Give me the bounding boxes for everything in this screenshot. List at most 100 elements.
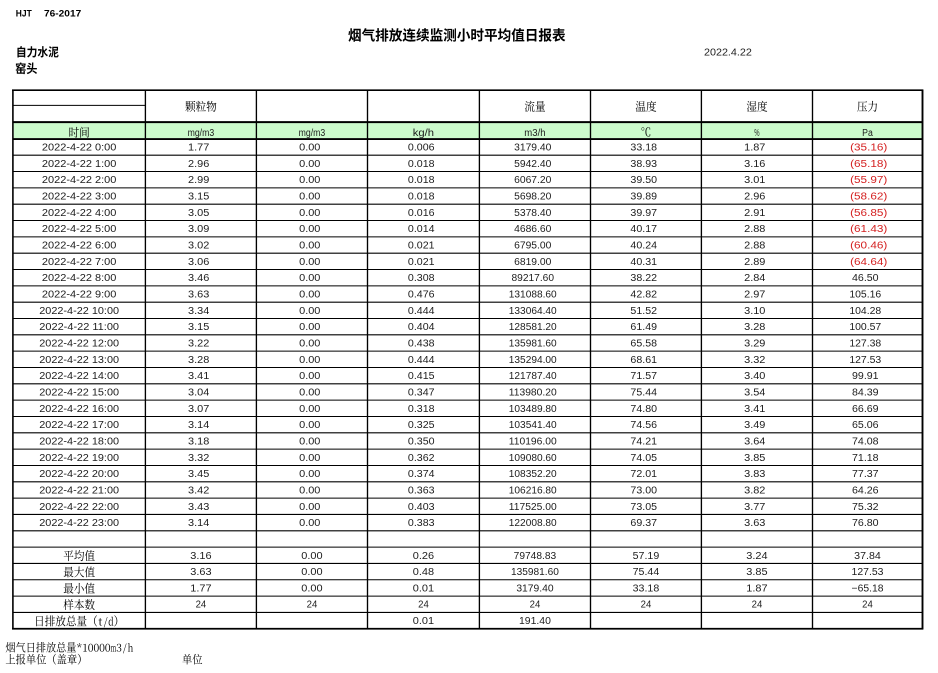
svg-text:2022-4-22 0:00: 2022-4-22 0:00: [42, 143, 117, 154]
svg-text:39.50: 39.50: [630, 175, 657, 186]
svg-text:0.308: 0.308: [408, 273, 435, 284]
svg-text:105.16: 105.16: [849, 289, 881, 300]
svg-text:75.44: 75.44: [633, 567, 660, 578]
svg-text:0.00: 0.00: [299, 436, 321, 447]
svg-text:0.018: 0.018: [408, 191, 435, 202]
svg-text:0.48: 0.48: [413, 567, 435, 578]
svg-text:3.82: 3.82: [744, 485, 766, 496]
svg-text:33.18: 33.18: [630, 143, 657, 154]
svg-text:3.32: 3.32: [744, 355, 766, 366]
svg-text:(61.43): (61.43): [850, 224, 887, 235]
svg-text:2022-4-22 1:00: 2022-4-22 1:00: [42, 159, 117, 170]
svg-text:3.49: 3.49: [744, 420, 766, 431]
svg-text:3.54: 3.54: [744, 387, 766, 398]
svg-text:46.50: 46.50: [852, 273, 879, 284]
svg-text:(56.85): (56.85): [850, 208, 887, 219]
svg-text:109080.60: 109080.60: [509, 453, 557, 464]
svg-text:0.00: 0.00: [301, 583, 323, 594]
svg-text:103541.40: 103541.40: [509, 420, 557, 431]
svg-text:3.01: 3.01: [744, 175, 766, 186]
svg-text:2.91: 2.91: [744, 208, 766, 219]
svg-text:42.82: 42.82: [630, 289, 657, 300]
svg-text:69.37: 69.37: [630, 518, 657, 529]
svg-text:3.41: 3.41: [744, 404, 766, 415]
svg-text:0.350: 0.350: [408, 436, 435, 447]
svg-text:38.22: 38.22: [630, 273, 657, 284]
svg-text:2022-4-22 17:00: 2022-4-22 17:00: [39, 420, 119, 431]
svg-text:24: 24: [641, 600, 652, 611]
svg-text:m3/h: m3/h: [524, 128, 545, 139]
svg-text:0.00: 0.00: [299, 518, 321, 529]
svg-text:2022-4-22 7:00: 2022-4-22 7:00: [42, 257, 117, 268]
svg-text:%: %: [754, 128, 759, 139]
svg-text:0.404: 0.404: [408, 322, 435, 333]
svg-text:135294.00: 135294.00: [509, 355, 557, 366]
svg-text:0.318: 0.318: [408, 404, 435, 415]
svg-text:0.362: 0.362: [408, 453, 435, 464]
svg-text:3.77: 3.77: [744, 502, 766, 513]
svg-text:2022-4-22 14:00: 2022-4-22 14:00: [39, 371, 119, 382]
svg-text:0.00: 0.00: [299, 371, 321, 382]
svg-text:5942.40: 5942.40: [514, 159, 552, 170]
svg-text:0.018: 0.018: [408, 175, 435, 186]
svg-text:2022-4-22 9:00: 2022-4-22 9:00: [42, 289, 117, 300]
svg-text:3.63: 3.63: [744, 518, 766, 529]
svg-text:74.08: 74.08: [852, 436, 879, 447]
svg-text:57.19: 57.19: [633, 551, 660, 562]
svg-text:74.05: 74.05: [630, 453, 657, 464]
svg-text:3.85: 3.85: [744, 453, 766, 464]
svg-text:0.383: 0.383: [408, 518, 435, 529]
svg-text:3.40: 3.40: [744, 371, 766, 382]
svg-text:65.06: 65.06: [852, 420, 879, 431]
svg-text:79748.83: 79748.83: [514, 551, 557, 562]
svg-text:37.84: 37.84: [854, 551, 881, 562]
svg-text:3.24: 3.24: [746, 551, 768, 562]
svg-text:6819.00: 6819.00: [514, 257, 552, 268]
svg-text:110196.00: 110196.00: [509, 436, 557, 447]
svg-text:3.16: 3.16: [744, 159, 766, 170]
svg-text:3.02: 3.02: [188, 240, 210, 251]
svg-text:0.363: 0.363: [408, 485, 435, 496]
svg-text:0.021: 0.021: [408, 257, 435, 268]
svg-text:103489.80: 103489.80: [509, 404, 557, 415]
svg-text:0.018: 0.018: [408, 159, 435, 170]
svg-text:77.37: 77.37: [852, 469, 879, 480]
svg-text:0.021: 0.021: [408, 240, 435, 251]
svg-text:39.89: 39.89: [630, 191, 657, 202]
svg-text:127.53: 127.53: [849, 355, 881, 366]
svg-text:2022-4-22 4:00: 2022-4-22 4:00: [42, 208, 117, 219]
svg-text:99.91: 99.91: [852, 371, 879, 382]
svg-text:3.46: 3.46: [188, 273, 210, 284]
svg-text:61.49: 61.49: [630, 322, 657, 333]
svg-text:0.00: 0.00: [299, 273, 321, 284]
svg-text:3.41: 3.41: [188, 371, 210, 382]
svg-text:76-2017: 76-2017: [44, 9, 81, 19]
svg-text:133064.40: 133064.40: [509, 306, 557, 317]
svg-text:0.415: 0.415: [408, 371, 435, 382]
svg-text:1.87: 1.87: [744, 143, 766, 154]
svg-text:1.77: 1.77: [190, 583, 212, 594]
svg-text:128581.20: 128581.20: [509, 322, 557, 333]
svg-text:51.52: 51.52: [630, 306, 657, 317]
svg-text:71.18: 71.18: [852, 453, 879, 464]
svg-text:40.17: 40.17: [630, 224, 657, 235]
svg-text:2022-4-22 23:00: 2022-4-22 23:00: [39, 518, 119, 529]
svg-text:5698.20: 5698.20: [514, 191, 552, 202]
svg-text:24: 24: [418, 600, 429, 611]
svg-text:0.00: 0.00: [299, 469, 321, 480]
svg-text:3.28: 3.28: [188, 355, 210, 366]
svg-text:75.32: 75.32: [852, 502, 879, 513]
svg-text:0.00: 0.00: [299, 175, 321, 186]
svg-text:24: 24: [862, 600, 873, 611]
svg-text:2022-4-22 10:00: 2022-4-22 10:00: [39, 306, 119, 317]
svg-text:2022-4-22 16:00: 2022-4-22 16:00: [39, 404, 119, 415]
svg-text:74.80: 74.80: [630, 404, 657, 415]
svg-text:0.00: 0.00: [301, 567, 323, 578]
svg-text:0.00: 0.00: [299, 453, 321, 464]
svg-text:108352.20: 108352.20: [509, 469, 557, 480]
svg-text:121787.40: 121787.40: [509, 371, 557, 382]
svg-text:2.96: 2.96: [188, 159, 210, 170]
svg-text:4686.60: 4686.60: [514, 224, 552, 235]
svg-text:3.15: 3.15: [188, 322, 210, 333]
svg-text:2022-4-22 22:00: 2022-4-22 22:00: [39, 502, 119, 513]
